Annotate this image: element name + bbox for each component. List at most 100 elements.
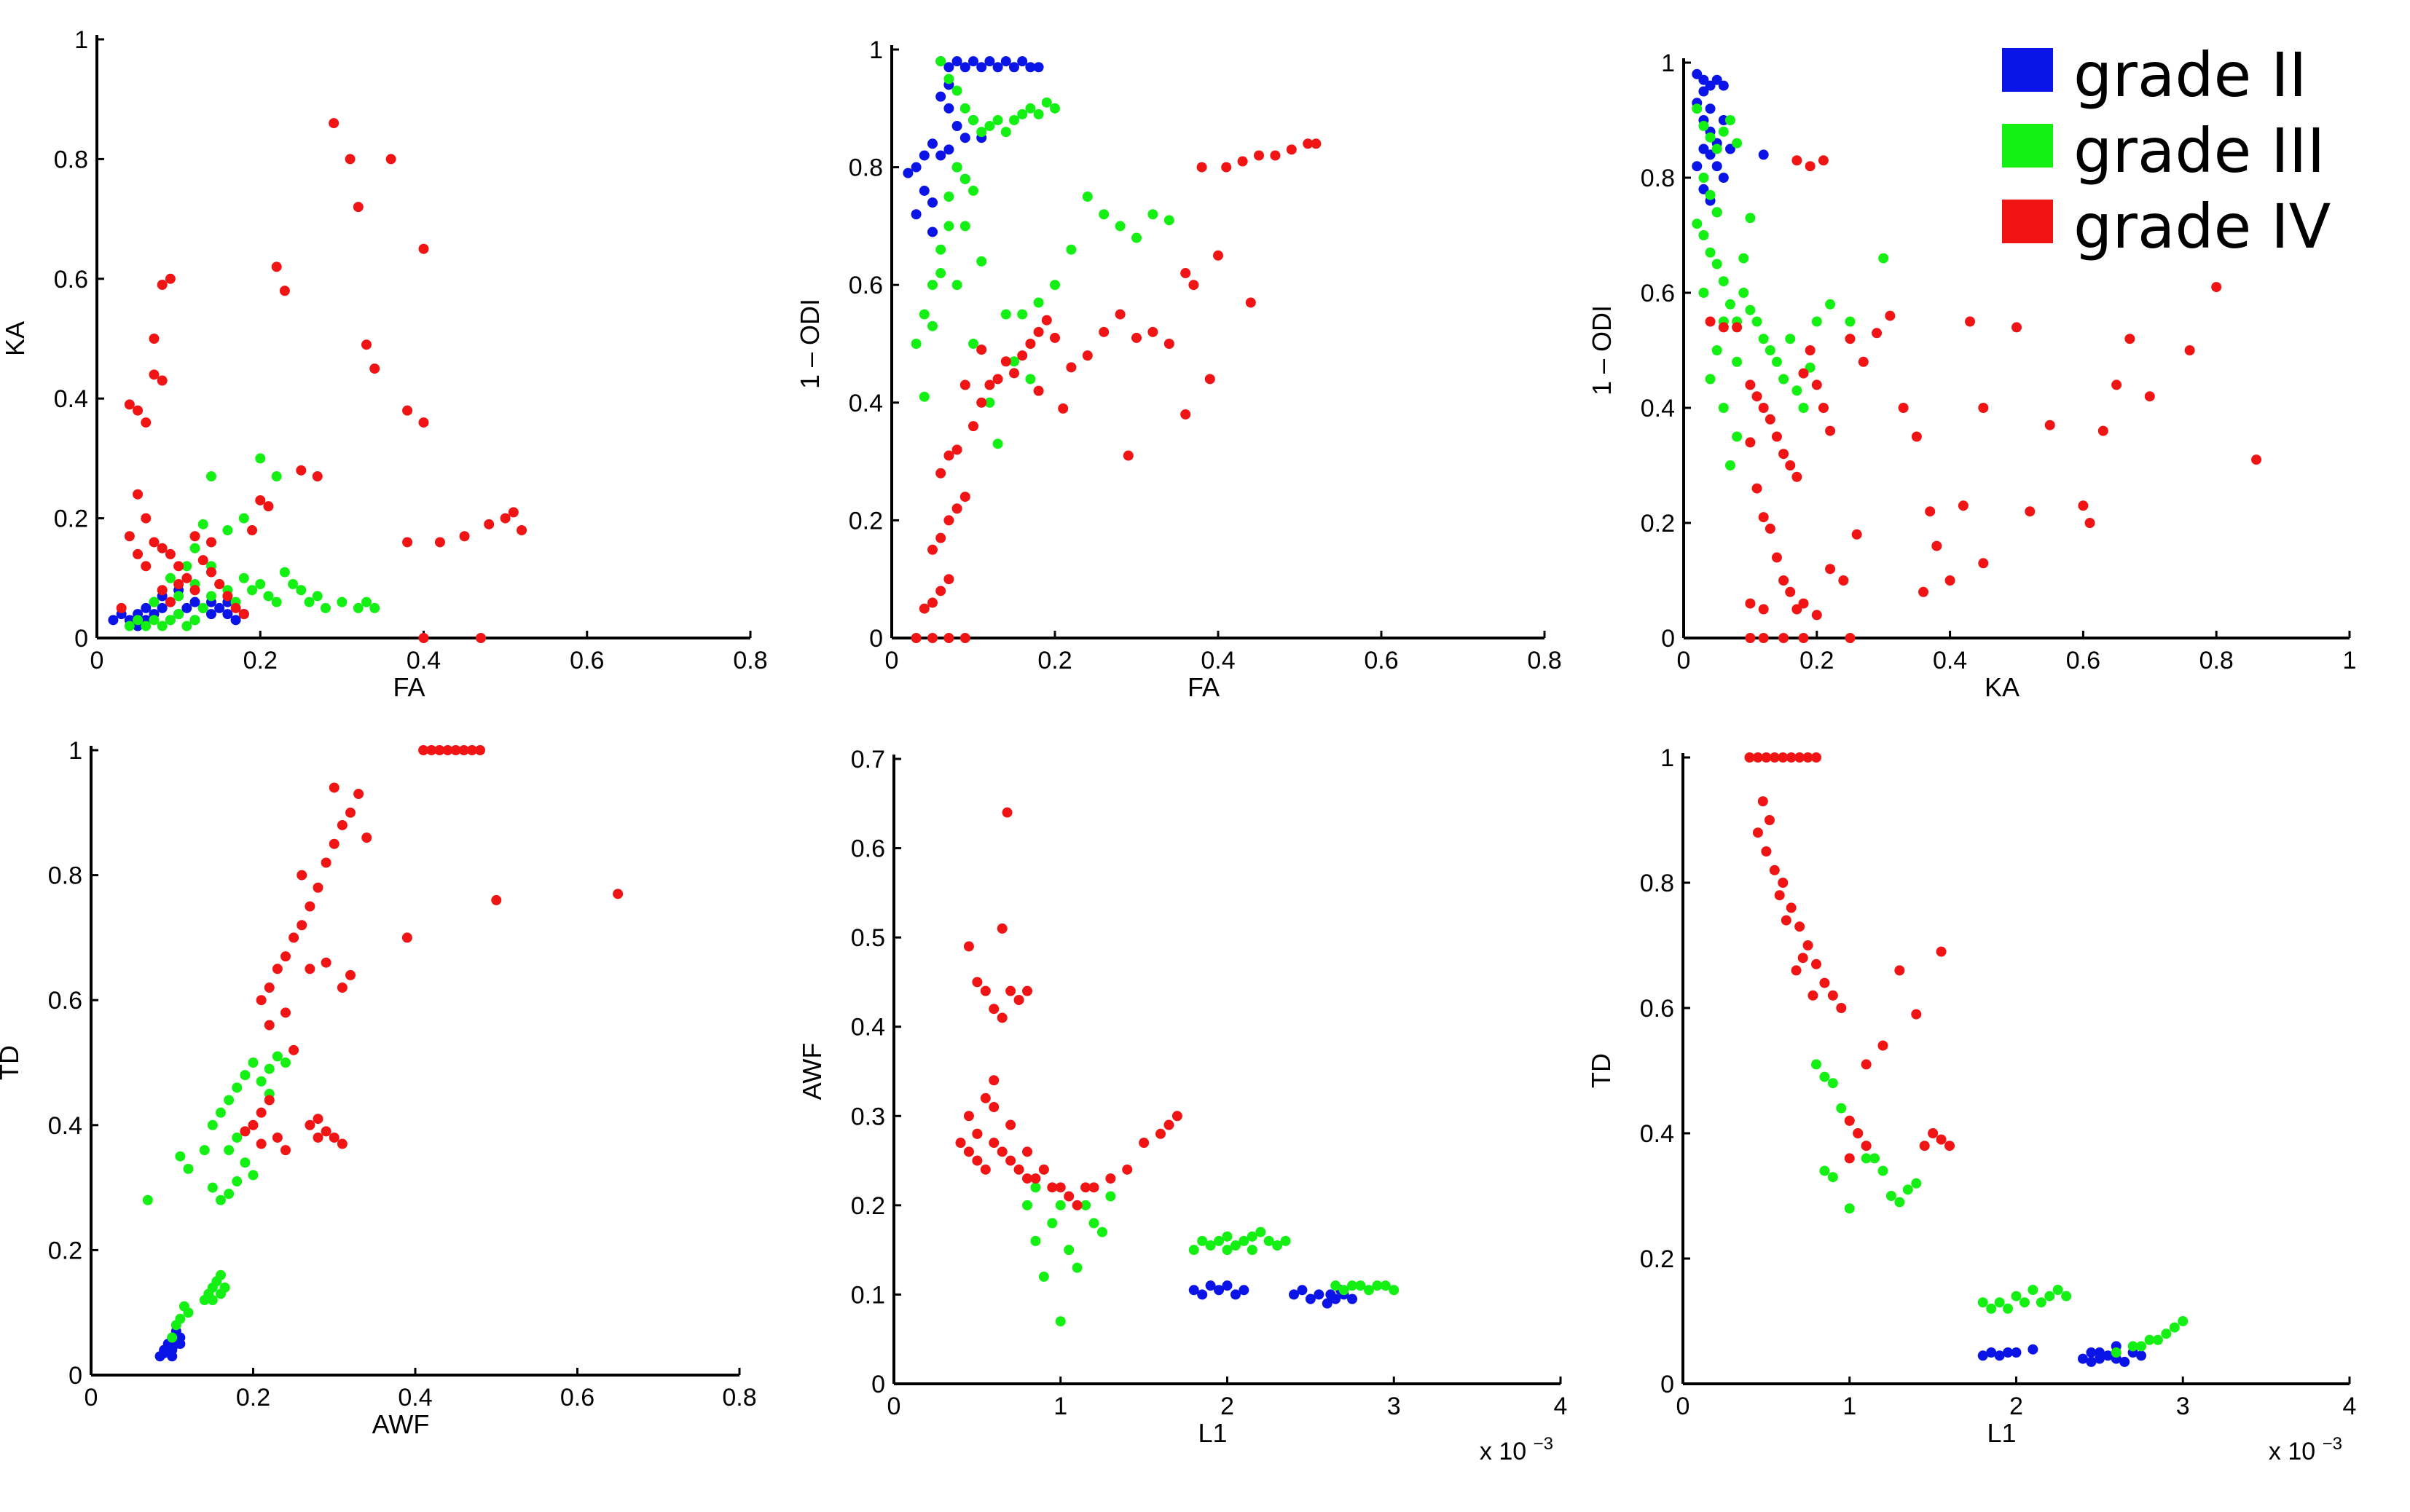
data-point: [1188, 1245, 1199, 1256]
data-point: [1698, 184, 1709, 194]
panels-layer: 0 0.2 0.4 0.6 0.8 0 0.2 0.4 0.6 0.8 1 FA KA 0 0.2 0.4 0.…: [0, 26, 2356, 1465]
data-point: [1925, 506, 1936, 517]
data-point: [418, 633, 429, 643]
data-point: [1347, 1280, 1358, 1291]
data-point: [207, 1182, 218, 1193]
data-point: [1885, 1191, 1896, 1201]
data-point: [1827, 990, 1838, 1001]
data-point: [2084, 518, 2095, 528]
data-point: [1022, 1146, 1032, 1157]
data-point: [1230, 1289, 1241, 1300]
data-point: [1072, 1200, 1083, 1210]
data-point: [2103, 1350, 2113, 1361]
y-axis-label: TD: [0, 1045, 24, 1080]
data-point: [1724, 115, 1735, 125]
data-point: [1372, 1280, 1383, 1291]
data-point: [1705, 316, 1716, 327]
data-point: [173, 579, 184, 590]
data-point: [1724, 460, 1735, 470]
y-tick-label: 0.4: [851, 1014, 885, 1042]
data-point: [911, 162, 922, 173]
data-point: [1270, 150, 1281, 161]
data-point: [165, 572, 176, 583]
data-point: [224, 1145, 235, 1156]
data-point: [264, 1063, 275, 1074]
data-point: [1769, 865, 1780, 875]
x-tick-label: 4: [2343, 1393, 2357, 1420]
data-point: [1732, 431, 1743, 442]
data-point: [255, 579, 266, 590]
data-point: [165, 615, 176, 626]
data-point: [181, 621, 192, 631]
y-tick-label: 0.2: [54, 505, 88, 533]
data-point: [197, 555, 208, 566]
data-point: [1845, 633, 1856, 643]
data-point: [141, 561, 152, 572]
data-point: [475, 633, 486, 643]
y-tick-label: 0: [74, 625, 88, 653]
data-point: [1303, 138, 1314, 149]
data-point: [1894, 965, 1905, 976]
data-point: [2211, 282, 2222, 293]
data-point: [1936, 1134, 1947, 1145]
data-point: [149, 596, 160, 607]
data-point: [1802, 752, 1813, 763]
data-point: [951, 85, 962, 96]
data-point: [216, 1269, 226, 1280]
y-tick-label: 0.8: [849, 154, 883, 182]
data-point: [919, 603, 930, 614]
data-point: [2011, 1291, 2022, 1302]
data-point: [248, 1058, 259, 1068]
data-point: [1099, 209, 1110, 220]
data-point: [1038, 1164, 1049, 1175]
data-point: [992, 62, 1003, 73]
data-point: [418, 745, 429, 755]
data-point: [141, 513, 152, 524]
x-tick-label: 2: [2009, 1393, 2023, 1420]
data-point: [1944, 575, 1955, 586]
data-point: [968, 114, 978, 125]
data-point: [984, 397, 995, 408]
data-point: [1745, 304, 1756, 315]
data-point: [167, 1351, 178, 1362]
data-point: [1038, 1271, 1049, 1282]
data-point: [280, 951, 291, 962]
data-point: [1918, 586, 1929, 597]
data-point: [1705, 103, 1716, 114]
data-point: [1819, 1165, 1830, 1176]
data-point: [329, 782, 339, 793]
data-point: [927, 320, 938, 331]
data-point: [248, 1170, 259, 1181]
data-point: [216, 1194, 226, 1205]
data-point: [1205, 1240, 1216, 1251]
legend-label-grade-iv: grade IV: [2073, 191, 2331, 262]
data-point: [1289, 1289, 1299, 1300]
data-point: [1255, 1226, 1266, 1237]
data-point: [466, 745, 477, 755]
data-point: [911, 209, 922, 220]
data-point: [149, 369, 160, 380]
data-point: [175, 1339, 186, 1350]
data-point: [183, 1163, 194, 1174]
data-point: [272, 964, 283, 974]
data-point: [304, 596, 315, 607]
data-point: [2136, 1341, 2147, 1352]
data-point: [1013, 994, 1024, 1005]
data-point: [1009, 356, 1019, 367]
data-point: [1088, 1218, 1099, 1229]
data-point: [1811, 958, 1821, 969]
data-point: [418, 417, 429, 428]
data-point: [1050, 280, 1060, 291]
data-point: [980, 1092, 991, 1103]
data-point: [1123, 450, 1134, 461]
data-point: [1239, 1235, 1249, 1246]
data-point: [1239, 1285, 1249, 1296]
data-point: [116, 602, 127, 613]
y-tick-label: 0.2: [48, 1237, 82, 1264]
data-point: [1055, 1182, 1066, 1193]
x-axis-label: L1: [1198, 1418, 1227, 1448]
data-point: [943, 633, 954, 643]
data-point: [2028, 1344, 2038, 1355]
data-point: [927, 544, 938, 555]
data-point: [181, 602, 192, 613]
